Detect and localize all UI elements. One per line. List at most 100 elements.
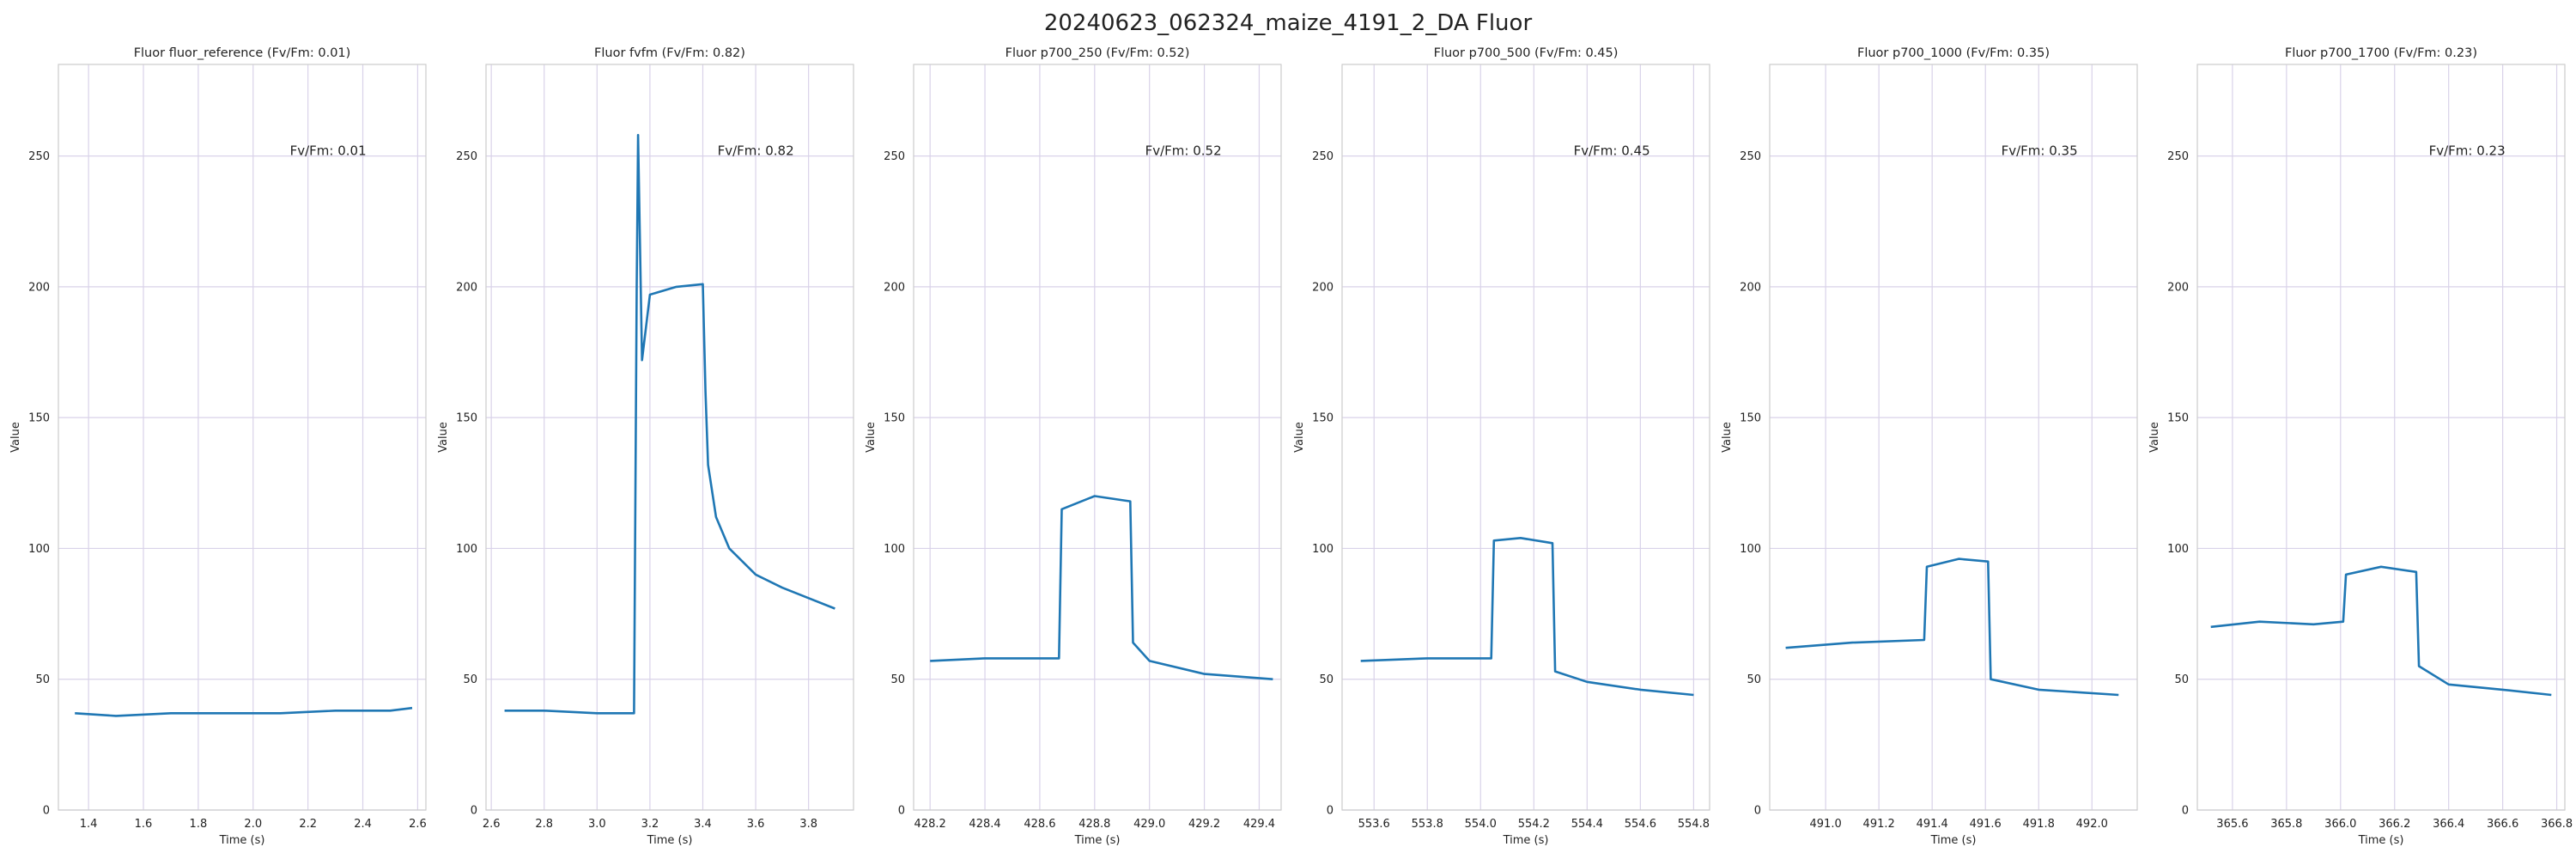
plot-frame: [913, 64, 1282, 811]
series-line: [504, 133, 835, 715]
x-tick-label: 3.0: [588, 818, 606, 831]
plot-frame: [1341, 64, 1710, 811]
subplot-1: 1.4 1.6 1.8 2.0 2.2 2.4 2.6 0 50 100 150 200 250 Fluo…: [9, 46, 427, 847]
subplot-3: 428.2 428.4 428.6 428.8 429.0 429.2 429.4 0 50 10…: [865, 46, 1282, 847]
y-axis-label: Value: [1293, 422, 1306, 453]
fvfm-annotation: Fv/Fm: 0.82: [718, 143, 794, 159]
fvfm-annotation: Fv/Fm: 0.01: [290, 143, 367, 159]
subplot-4: 553.6 553.8 554.0 554.2 554.4 554.6 554.8 0 50 10…: [1293, 46, 1710, 847]
y-tick-label: 50: [890, 673, 905, 686]
y-tick-label: 0: [1754, 805, 1761, 818]
x-axis-label: Time (s): [219, 834, 265, 847]
x-tick-label: 366.0: [2324, 818, 2356, 831]
y-tick-label: 250: [1740, 150, 1761, 163]
x-tick-label: 428.8: [1078, 818, 1110, 831]
x-tick-label: 365.8: [2270, 818, 2302, 831]
y-tick-label: 50: [1747, 673, 1761, 686]
subplot-title: Fluor p700_500 (Fv/Fm: 0.45): [1434, 46, 1619, 60]
x-tick-label: 553.8: [1412, 818, 1443, 831]
x-tick-label: 554.6: [1625, 818, 1656, 831]
y-tick-label: 200: [1312, 281, 1334, 294]
x-tick-label: 365.6: [2216, 818, 2248, 831]
series-line: [2210, 565, 2552, 697]
y-tick-label: 200: [884, 281, 905, 294]
y-tick-label: 150: [884, 412, 905, 425]
x-tick-label: 2.2: [299, 818, 317, 831]
x-tick-label: 428.2: [914, 818, 946, 831]
x-tick-label: 429.4: [1243, 818, 1275, 831]
x-tick-label: 3.8: [799, 818, 817, 831]
y-tick-label: 100: [28, 543, 50, 556]
x-tick-label: 1.6: [135, 818, 153, 831]
x-tick-label: 553.6: [1358, 818, 1390, 831]
y-tick-label: 50: [2174, 673, 2189, 686]
x-tick-label: 554.8: [1678, 818, 1710, 831]
x-tick-label: 366.6: [2487, 818, 2518, 831]
y-tick-label: 200: [1740, 281, 1761, 294]
x-tick-label: 3.2: [641, 818, 659, 831]
y-axis-label: Value: [9, 422, 22, 453]
subplot-title: Fluor p700_1000 (Fv/Fm: 0.35): [1857, 46, 2050, 60]
y-tick-label: 100: [1740, 543, 1761, 556]
x-tick-label: 491.4: [1917, 818, 1948, 831]
y-tick-label: 250: [2167, 150, 2189, 163]
y-tick-label: 100: [1312, 543, 1334, 556]
plot-frame: [1769, 64, 2138, 811]
x-tick-label: 1.4: [80, 818, 98, 831]
y-tick-label: 0: [2182, 805, 2189, 818]
x-tick-label: 491.8: [2023, 818, 2055, 831]
x-axis-label: Time (s): [2358, 834, 2404, 847]
y-tick-label: 0: [43, 805, 50, 818]
y-tick-label: 250: [1312, 150, 1334, 163]
y-tick-label: 0: [1327, 805, 1334, 818]
subplot-title: Fluor fvfm (Fv/Fm: 0.82): [594, 46, 745, 60]
y-tick-label: 200: [2167, 281, 2189, 294]
x-tick-label: 1.8: [190, 818, 208, 831]
subplot-title: Fluor fluor_reference (Fv/Fm: 0.01): [134, 46, 351, 60]
y-tick-label: 250: [884, 150, 905, 163]
y-tick-label: 150: [1740, 412, 1761, 425]
y-axis-label: Value: [1721, 422, 1734, 453]
x-tick-label: 3.4: [694, 818, 712, 831]
y-tick-label: 250: [456, 150, 477, 163]
x-tick-label: 366.4: [2433, 818, 2464, 831]
y-tick-label: 0: [471, 805, 477, 818]
y-tick-label: 100: [884, 543, 905, 556]
x-tick-label: 3.6: [747, 818, 765, 831]
y-tick-label: 100: [456, 543, 477, 556]
subplot-title: Fluor p700_1700 (Fv/Fm: 0.23): [2285, 46, 2477, 60]
y-tick-label: 200: [456, 281, 477, 294]
x-tick-label: 554.0: [1465, 818, 1497, 831]
y-tick-label: 0: [898, 805, 905, 818]
x-axis-label: Time (s): [1930, 834, 1977, 847]
y-tick-label: 100: [2167, 543, 2189, 556]
series-line: [1785, 557, 2119, 697]
plot-frame: [58, 64, 427, 811]
x-tick-label: 554.2: [1518, 818, 1550, 831]
series-line: [930, 495, 1273, 680]
x-tick-label: 491.6: [1970, 818, 2002, 831]
x-tick-label: 2.6: [483, 818, 501, 831]
y-tick-label: 50: [1319, 673, 1334, 686]
x-axis-label: Time (s): [1503, 834, 1549, 847]
x-tick-label: 366.2: [2379, 818, 2410, 831]
y-tick-label: 150: [456, 412, 477, 425]
subplot-6: 365.6 365.8 366.0 366.2 366.4 366.6 366.8 0 50 10…: [2148, 46, 2573, 847]
y-tick-label: 150: [1312, 412, 1334, 425]
y-axis-label: Value: [865, 422, 878, 453]
x-tick-label: 492.0: [2076, 818, 2108, 831]
fvfm-annotation: Fv/Fm: 0.45: [1574, 143, 1650, 159]
fvfm-annotation: Fv/Fm: 0.52: [1145, 143, 1222, 159]
x-tick-label: 554.4: [1571, 818, 1603, 831]
y-tick-label: 50: [35, 673, 50, 686]
x-axis-label: Time (s): [1074, 834, 1121, 847]
plot-frame: [485, 64, 854, 811]
x-tick-label: 2.6: [409, 818, 427, 831]
fvfm-annotation: Fv/Fm: 0.35: [2002, 143, 2078, 159]
figure-title: 20240623_062324_maize_4191_2_DA Fluor: [1043, 10, 1533, 36]
y-tick-label: 50: [463, 673, 477, 686]
y-tick-label: 150: [2167, 412, 2189, 425]
x-tick-label: 491.2: [1863, 818, 1895, 831]
x-axis-label: Time (s): [647, 834, 693, 847]
